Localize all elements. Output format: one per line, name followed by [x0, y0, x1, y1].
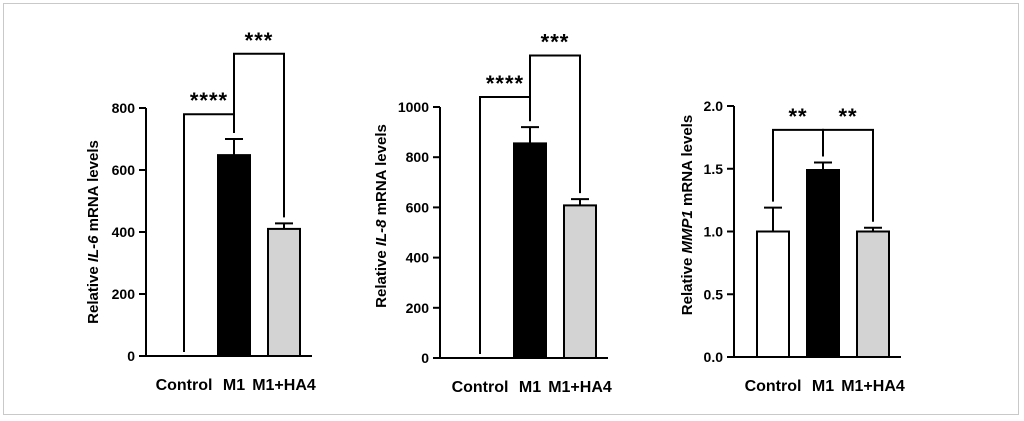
bar-m1: [217, 154, 251, 357]
significance-label: **: [788, 104, 807, 129]
chart-panel-3: 0.0 0.5 1.0 1.5 2.0 Relative MMP1 mRNA levels…: [679, 98, 905, 395]
significance-label: **: [838, 104, 857, 129]
x-tick-label: M1: [223, 377, 245, 394]
y-tick-label: 2.0: [704, 98, 724, 114]
y-tick-label: 1.5: [704, 161, 724, 177]
bar-m1-ha4: [563, 204, 597, 359]
bar-chart-figure: 0 200 400 600 800 Relative IL-6 mRNA levels Co…: [85, 28, 905, 396]
y-tick-label: 200: [406, 300, 430, 316]
bar-m1: [513, 142, 547, 359]
chart-panel-2: 0 200 400 600 800 1000 Relative IL-8 mRNA leve…: [373, 30, 612, 396]
bar-control: [756, 230, 790, 358]
y-tick-label: 800: [406, 149, 430, 165]
y-tick-label: 200: [112, 286, 136, 302]
bar-m1: [806, 169, 840, 358]
significance-bracket: [529, 54, 581, 194]
x-tick-label: M1+HA4: [252, 377, 316, 394]
x-tick-label: Control: [745, 378, 802, 395]
x-tick-label: Control: [156, 377, 213, 394]
x-tick-label: M1: [812, 378, 834, 395]
significance-bracket: [233, 52, 285, 218]
x-tick-label: Control: [452, 379, 509, 396]
figure-frame: 0 200 400 600 800 Relative IL-6 mRNA levels Co…: [3, 3, 1019, 415]
y-tick-label: 0: [127, 348, 135, 364]
y-tick-label: 400: [406, 250, 430, 266]
x-tick-label: M1+HA4: [841, 378, 905, 395]
x-tick-label: M1+HA4: [548, 379, 612, 396]
significance-label: ***: [245, 28, 274, 53]
y-tick-label: 600: [406, 199, 430, 215]
x-tick-label: M1: [519, 379, 541, 396]
significance-label: ***: [541, 30, 570, 55]
significance-bracket: [822, 128, 874, 222]
significance-label: ****: [190, 88, 228, 113]
bar-m1-ha4: [856, 230, 890, 358]
y-tick-label: 0: [421, 350, 429, 366]
y-tick-label: 400: [112, 224, 136, 240]
bar-m1-ha4: [267, 227, 301, 357]
y-tick-label: 0.0: [704, 349, 724, 365]
y-axis-label: Relative MMP1 mRNA levels: [679, 115, 696, 315]
y-axis-label: Relative IL-6 mRNA levels: [85, 140, 102, 324]
significance-label: ****: [486, 71, 524, 96]
y-tick-label: 1.0: [704, 224, 724, 240]
y-tick-label: 600: [112, 162, 136, 178]
chart-panel-1: 0 200 400 600 800 Relative IL-6 mRNA levels Co…: [85, 28, 316, 394]
y-axis-label: Relative IL-8 mRNA levels: [373, 124, 390, 308]
y-tick-label: 800: [112, 100, 136, 116]
y-tick-label: 1000: [398, 99, 429, 115]
y-tick-label: 0.5: [704, 286, 724, 302]
